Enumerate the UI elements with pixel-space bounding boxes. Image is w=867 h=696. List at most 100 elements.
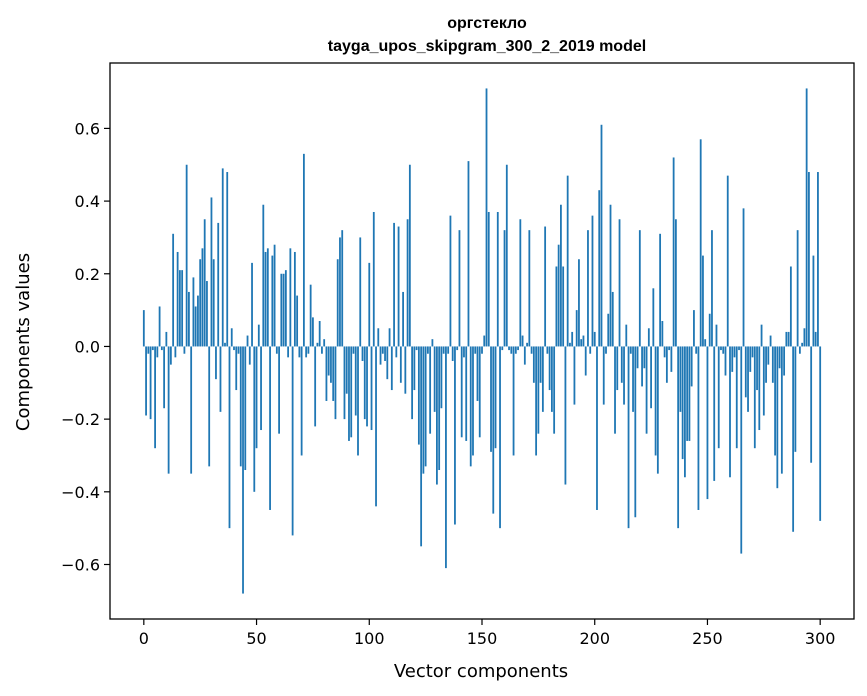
bar-55 (266, 248, 269, 347)
bar-263 (735, 346, 738, 449)
bar-269 (749, 346, 752, 372)
bar-267 (744, 346, 747, 398)
bar-24 (197, 295, 199, 347)
bar-108 (386, 346, 389, 380)
bar-70 (300, 346, 303, 456)
bar-145 (469, 346, 472, 467)
y-tick-label: 0.4 (75, 192, 100, 211)
bar-199 (591, 215, 594, 347)
bar-66 (291, 346, 294, 536)
bar-200 (593, 331, 596, 347)
bar-192 (575, 310, 578, 347)
bar-124 (422, 346, 425, 474)
bar-40 (233, 346, 235, 351)
bar-162 (508, 346, 510, 351)
bar-294 (805, 88, 808, 347)
bar-266 (742, 208, 745, 347)
bar-43 (239, 346, 242, 467)
bar-30 (210, 197, 213, 347)
bar-168 (521, 335, 524, 347)
bar-77 (316, 342, 319, 347)
bar-31 (212, 259, 215, 347)
bar-279 (771, 346, 774, 383)
bar-0 (142, 310, 145, 347)
x-tick-label: 200 (579, 629, 610, 648)
bar-229 (659, 233, 662, 347)
bar-85 (334, 346, 337, 420)
bar-250 (706, 346, 709, 500)
bar-273 (758, 346, 761, 431)
bar-21 (190, 346, 193, 474)
chart-title-line2: tayga_upos_skipgram_300_2_2019 model (328, 38, 646, 55)
bar-206 (607, 313, 610, 347)
bar-272 (756, 346, 758, 391)
bar-97 (361, 346, 364, 361)
bar-150 (481, 346, 483, 354)
bar-12 (169, 346, 172, 365)
bar-143 (465, 346, 468, 441)
bar-13 (172, 233, 175, 347)
bar-101 (370, 346, 373, 431)
bar-58 (273, 244, 276, 347)
bar-239 (681, 346, 684, 460)
bar-260 (729, 346, 731, 478)
bar-52 (260, 346, 262, 431)
bar-50 (255, 346, 258, 449)
x-tick-label: 50 (246, 629, 266, 648)
x-axis: 0 50 100 150 200 250 300 (139, 619, 835, 648)
bar-114 (399, 346, 402, 383)
bar-133 (442, 346, 445, 354)
bar-245 (695, 346, 698, 354)
bar-69 (298, 346, 301, 358)
bar-146 (472, 346, 474, 456)
bar-207 (609, 204, 612, 347)
bar-117 (406, 219, 409, 347)
bar-248 (702, 255, 704, 347)
bar-140 (458, 230, 461, 347)
bar-282 (778, 346, 781, 369)
bar-293 (803, 328, 806, 347)
bar-32 (215, 346, 217, 380)
bar-44 (242, 346, 244, 594)
bar-259 (726, 175, 729, 347)
bar-26 (201, 248, 204, 347)
bar-291 (798, 346, 801, 354)
bar-281 (776, 346, 779, 489)
bar-187 (564, 346, 567, 485)
bar-201 (596, 346, 598, 510)
bar-253 (713, 346, 716, 481)
bar-228 (656, 346, 659, 474)
bar-14 (174, 346, 177, 358)
bar-8 (160, 346, 163, 351)
bar-169 (523, 346, 526, 365)
bar-265 (740, 346, 743, 554)
bar-164 (512, 346, 515, 456)
bar-211 (618, 219, 621, 347)
bar-180 (548, 346, 551, 391)
bar-227 (654, 346, 657, 456)
bar-118 (408, 164, 411, 347)
bar-116 (404, 346, 407, 394)
bar-135 (447, 346, 450, 354)
bar-243 (690, 346, 693, 387)
bars-group (142, 88, 822, 594)
bar-271 (753, 346, 756, 449)
bar-73 (307, 346, 310, 354)
bar-93 (352, 346, 355, 354)
bar-104 (377, 328, 380, 347)
bar-90 (345, 346, 348, 394)
bar-230 (661, 321, 664, 347)
bar-149 (478, 346, 481, 438)
bar-252 (711, 230, 713, 347)
bar-205 (605, 346, 607, 354)
bar-89 (343, 346, 346, 420)
bar-83 (330, 346, 332, 383)
bar-196 (584, 346, 587, 376)
bar-175 (537, 346, 540, 434)
bar-185 (560, 204, 562, 347)
bar-296 (810, 346, 813, 463)
bar-287 (789, 266, 792, 347)
bar-18 (183, 346, 186, 354)
bar-288 (792, 346, 795, 532)
